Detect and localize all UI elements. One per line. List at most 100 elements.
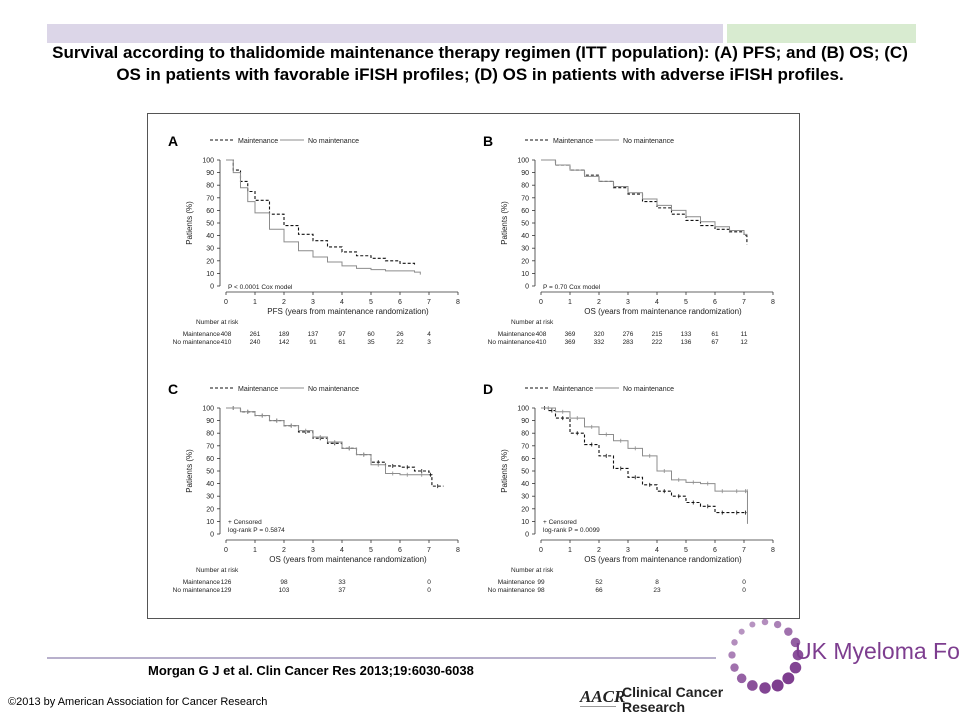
panel-c-risk-label-0: Maintenance <box>183 579 221 586</box>
panel-c-legend-label-maintenance: Maintenance <box>238 386 278 393</box>
panel-a-legend-label-no-maintenance: No maintenance <box>308 138 359 145</box>
slide-title: Survival according to thalidomide mainte… <box>52 43 908 84</box>
panel-a-ytick-label-50: 50 <box>206 221 214 228</box>
panel-c-risk-value: 37 <box>338 587 346 594</box>
panel-c-xtick-label-2: 2 <box>282 547 286 554</box>
panel-b-xtick-label-4: 4 <box>655 299 659 306</box>
panel-c-risk-value: 0 <box>427 587 431 594</box>
panel-c-curve-no-maintenance <box>226 407 429 476</box>
panel-d-risk-value: 99 <box>537 579 545 586</box>
panel-b-ytick-label-50: 50 <box>521 221 529 228</box>
panel-a-risk-value: 3 <box>427 339 431 346</box>
panel-b-ytick-label-0: 0 <box>525 284 529 291</box>
ukmf-ring-dot <box>730 663 739 672</box>
panel-d-ytick-label-70: 70 <box>521 443 529 450</box>
panel-a-curve-no-maintenance <box>226 159 421 275</box>
panel-b-curve-maintenance <box>541 159 748 245</box>
panel-c-xtick-label-4: 4 <box>340 547 344 554</box>
panel-c-ytick-label-100: 100 <box>202 406 214 413</box>
panel-b-risk-value: 332 <box>594 339 605 346</box>
ukmf-ring-dot <box>784 627 793 636</box>
panel-c-stat-line-0: + Censored <box>228 519 262 526</box>
panel-a-ytick-label-10: 10 <box>206 271 214 278</box>
panel-a-legend-label-maintenance: Maintenance <box>238 138 278 145</box>
panel-d-ytick-label-90: 90 <box>521 418 529 425</box>
panel-a-xtick-label-3: 3 <box>311 299 315 306</box>
panel-b-ytick-label-10: 10 <box>521 271 529 278</box>
panel-a-xtick-label-2: 2 <box>282 299 286 306</box>
panel-a-risk-value: 137 <box>308 331 319 338</box>
panel-c-ytick-label-60: 60 <box>206 456 214 463</box>
panel-b-xtick-label-7: 7 <box>742 299 746 306</box>
panel-b-stat: P = 0.70 Cox model <box>543 284 601 291</box>
panel-b-letter: B <box>483 133 493 149</box>
ukmf-ring-dot <box>782 672 795 685</box>
panel-b-ytick-label-20: 20 <box>521 258 529 265</box>
panel-a-ytick-label-60: 60 <box>206 208 214 215</box>
panel-c-risk-value: 103 <box>279 587 290 594</box>
ukmf-ring-dot <box>790 637 801 648</box>
panel-d-legend-label-no-maintenance: No maintenance <box>623 386 674 393</box>
panel-c-xtick-label-7: 7 <box>427 547 431 554</box>
panel-a-xtick-label-4: 4 <box>340 299 344 306</box>
panel-d-risk-value: 0 <box>742 579 746 586</box>
panel-c-ytick-label-20: 20 <box>206 506 214 513</box>
panel-d-xtick-label-2: 2 <box>597 547 601 554</box>
panel-a-risk-value: 240 <box>250 339 261 346</box>
panel-a-risk-label-0: Maintenance <box>183 331 221 338</box>
panel-b-risk-value: 11 <box>741 331 748 338</box>
panel-b-risk-value: 369 <box>565 331 576 338</box>
panel-c-risk-value: 126 <box>221 579 232 586</box>
panel-b-xtick-label-8: 8 <box>771 299 775 306</box>
ukmf-ring-dot <box>789 661 802 674</box>
panel-d-xtick-label-0: 0 <box>539 547 543 554</box>
panel-a-risk-value: 261 <box>250 331 261 338</box>
panel-c-ytick-label-90: 90 <box>206 418 214 425</box>
panel-b-legend-label-maintenance: Maintenance <box>553 138 593 145</box>
ccr-line-2: Research <box>622 699 686 715</box>
panel-a-risk-value: 142 <box>279 339 290 346</box>
panel-a-risk-value: 60 <box>367 331 375 338</box>
panel-d-risk-value: 23 <box>653 587 661 594</box>
panel-b-risk-value: 369 <box>565 339 576 346</box>
panel-c-xtick-label-1: 1 <box>253 547 257 554</box>
panel-c-xtick-label-8: 8 <box>456 547 460 554</box>
panel-d-risk-value: 0 <box>742 587 746 594</box>
panel-a-risk-value: 91 <box>309 339 317 346</box>
panel-c-risk-header: Number at risk <box>196 567 239 574</box>
panel-b-ytick-label-40: 40 <box>521 233 529 240</box>
panel-d-ytick-label-20: 20 <box>521 506 529 513</box>
panel-c-ytick-label-80: 80 <box>206 431 214 438</box>
ukmf-ring-dot <box>761 618 769 626</box>
uk-myeloma-forum-logo-text: UK Myeloma Forum <box>795 638 960 664</box>
clinical-cancer-research-logo-mark: AACR <box>579 687 625 707</box>
panel-a-xtick-label-8: 8 <box>456 299 460 306</box>
panel-c-xtick-label-3: 3 <box>311 547 315 554</box>
panel-b-xtick-label-0: 0 <box>539 299 543 306</box>
panel-a-ytick-label-20: 20 <box>206 258 214 265</box>
ukmf-ring-dot <box>792 649 804 661</box>
panel-a-stat: P < 0.0001 Cox model <box>228 284 293 291</box>
panel-a-ytick-label-30: 30 <box>206 246 214 253</box>
ukmf-ring-dot <box>759 682 771 694</box>
svg-text:AACR: AACR <box>579 687 625 706</box>
panel-d-risk-value: 98 <box>537 587 545 594</box>
panel-a-risk-value: 97 <box>338 331 346 338</box>
panel-c-ytick-label-30: 30 <box>206 494 214 501</box>
panel-a-ytick-label-90: 90 <box>206 170 214 177</box>
panel-a-ylabel: Patients (%) <box>185 201 194 245</box>
panel-a-ytick-label-0: 0 <box>210 284 214 291</box>
panel-d-xtick-label-8: 8 <box>771 547 775 554</box>
panel-a-ytick-label-100: 100 <box>202 158 214 165</box>
panel-c-ytick-label-70: 70 <box>206 443 214 450</box>
ukmf-ring-dot <box>736 673 747 684</box>
panel-a-xtick-label-6: 6 <box>398 299 402 306</box>
panel-c-ytick-label-0: 0 <box>210 532 214 539</box>
panel-b-xtick-label-2: 2 <box>597 299 601 306</box>
clinical-cancer-research-logo-text: Clinical Cancer Research <box>622 685 723 715</box>
panel-d-letter: D <box>483 381 493 397</box>
panel-b-legend-label-no-maintenance: No maintenance <box>623 138 674 145</box>
panel-a-risk-value: 22 <box>396 339 404 346</box>
panel-d-ytick-label-50: 50 <box>521 469 529 476</box>
panel-b-risk-value: 408 <box>536 331 547 338</box>
